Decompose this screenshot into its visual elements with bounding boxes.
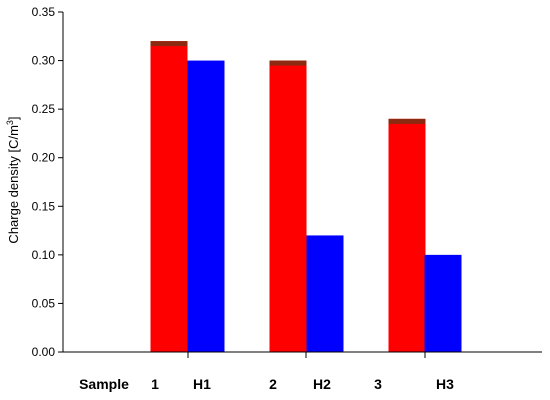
bar-red [388,118,426,352]
category-label: H2 [313,376,331,392]
bar-blue [187,60,225,352]
y-tick-label: 0.30 [32,54,56,68]
y-tick-label: 0.05 [32,296,56,310]
bar-red [269,60,307,352]
y-axis-label: Charge density [C/m3] [5,116,21,243]
category-labels: Sample 1 H1 2 H2 3 H3 [79,376,454,392]
x-axis-ticks [187,352,426,358]
y-tick-label: 0.35 [32,5,56,19]
category-label: 1 [151,376,159,392]
category-label: H1 [193,376,211,392]
bar-red-top-accent [150,41,188,47]
bar-red-top-accent [388,118,426,124]
y-tick-label: 0.15 [32,199,56,213]
bar-blue [424,254,462,352]
y-axis-ticks: 0.00 0.05 0.10 0.15 0.20 0.25 0.30 0.35 [32,5,63,359]
bars [150,41,462,353]
y-tick-label: 0.25 [32,102,56,116]
y-tick-label: 0.00 [32,345,56,359]
bar-red-top-accent [269,60,307,66]
y-tick-label: 0.20 [32,151,56,165]
bar-blue [306,235,344,352]
category-label: H3 [436,376,454,392]
category-label: 2 [269,376,277,392]
category-label: Sample [79,376,129,392]
category-label: 3 [374,376,382,392]
bar-red [150,41,188,353]
y-tick-label: 0.10 [32,248,56,262]
